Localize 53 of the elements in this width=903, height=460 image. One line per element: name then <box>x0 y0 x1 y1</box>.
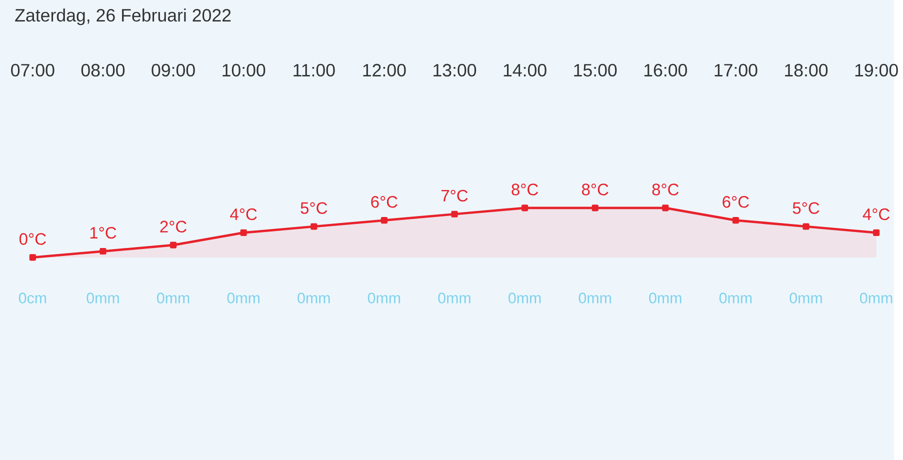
point <box>662 204 669 212</box>
data-label: 0°C <box>19 232 46 245</box>
point <box>310 222 318 230</box>
data-label: 4°C <box>862 208 890 220</box>
text: 0mm <box>86 292 119 304</box>
data-label: 8°C <box>582 183 608 196</box>
data-label: 5°C <box>300 202 328 214</box>
x-tick-label: 09:00 <box>152 64 195 76</box>
x-tick-label: 17:00 <box>714 64 758 76</box>
x-tick-label: 13:00 <box>434 64 476 76</box>
point <box>100 248 106 254</box>
x-tick-label: 14:00 <box>504 64 546 76</box>
text: 0mm <box>508 292 541 304</box>
point <box>29 254 36 261</box>
x-tick-label: 11:00 <box>294 64 335 76</box>
point <box>521 204 528 212</box>
data-label: 1°C <box>90 226 116 238</box>
point <box>170 242 177 248</box>
point <box>240 229 247 236</box>
x-tick-label: 08:00 <box>81 64 125 76</box>
text: 0mm <box>227 292 260 304</box>
x-tick-label: 19:00 <box>855 64 898 76</box>
point <box>380 216 388 224</box>
data-label: 5°C <box>792 202 820 214</box>
data-label: 8°C <box>652 183 679 196</box>
x-tick-label: 16:00 <box>644 64 687 76</box>
text: 0cm <box>18 292 46 304</box>
data-label: 6°C <box>371 196 398 208</box>
point <box>451 210 458 218</box>
x-tick-label: 15:00 <box>574 64 617 76</box>
point <box>732 216 739 224</box>
x-tick-label: 12:00 <box>363 64 406 76</box>
point <box>592 204 598 212</box>
data-label: 8°C <box>512 183 538 196</box>
chart-title: Zaterdag, 26 Februari 2022 <box>15 8 231 25</box>
text: 0mm <box>157 292 190 304</box>
text: 0mm <box>649 292 682 304</box>
text: 0mm <box>578 292 611 304</box>
x-tick-label: 10:00 <box>222 64 266 76</box>
data-label: 7°C <box>441 190 468 202</box>
text: 0mm <box>298 292 330 304</box>
x-tick-label: 07:00 <box>11 64 54 76</box>
point <box>802 222 810 230</box>
point <box>872 229 880 236</box>
text: 0mm <box>719 292 752 304</box>
x-tick-label: 18:00 <box>785 64 828 76</box>
text: 0mm <box>368 292 400 304</box>
data-label: 6°C <box>722 196 749 208</box>
text: 0mm <box>860 292 892 304</box>
data-label: 4°C <box>230 208 257 220</box>
data-label: 2°C <box>160 220 186 232</box>
text: 0mm <box>790 292 822 304</box>
text: 0mm <box>438 292 470 304</box>
